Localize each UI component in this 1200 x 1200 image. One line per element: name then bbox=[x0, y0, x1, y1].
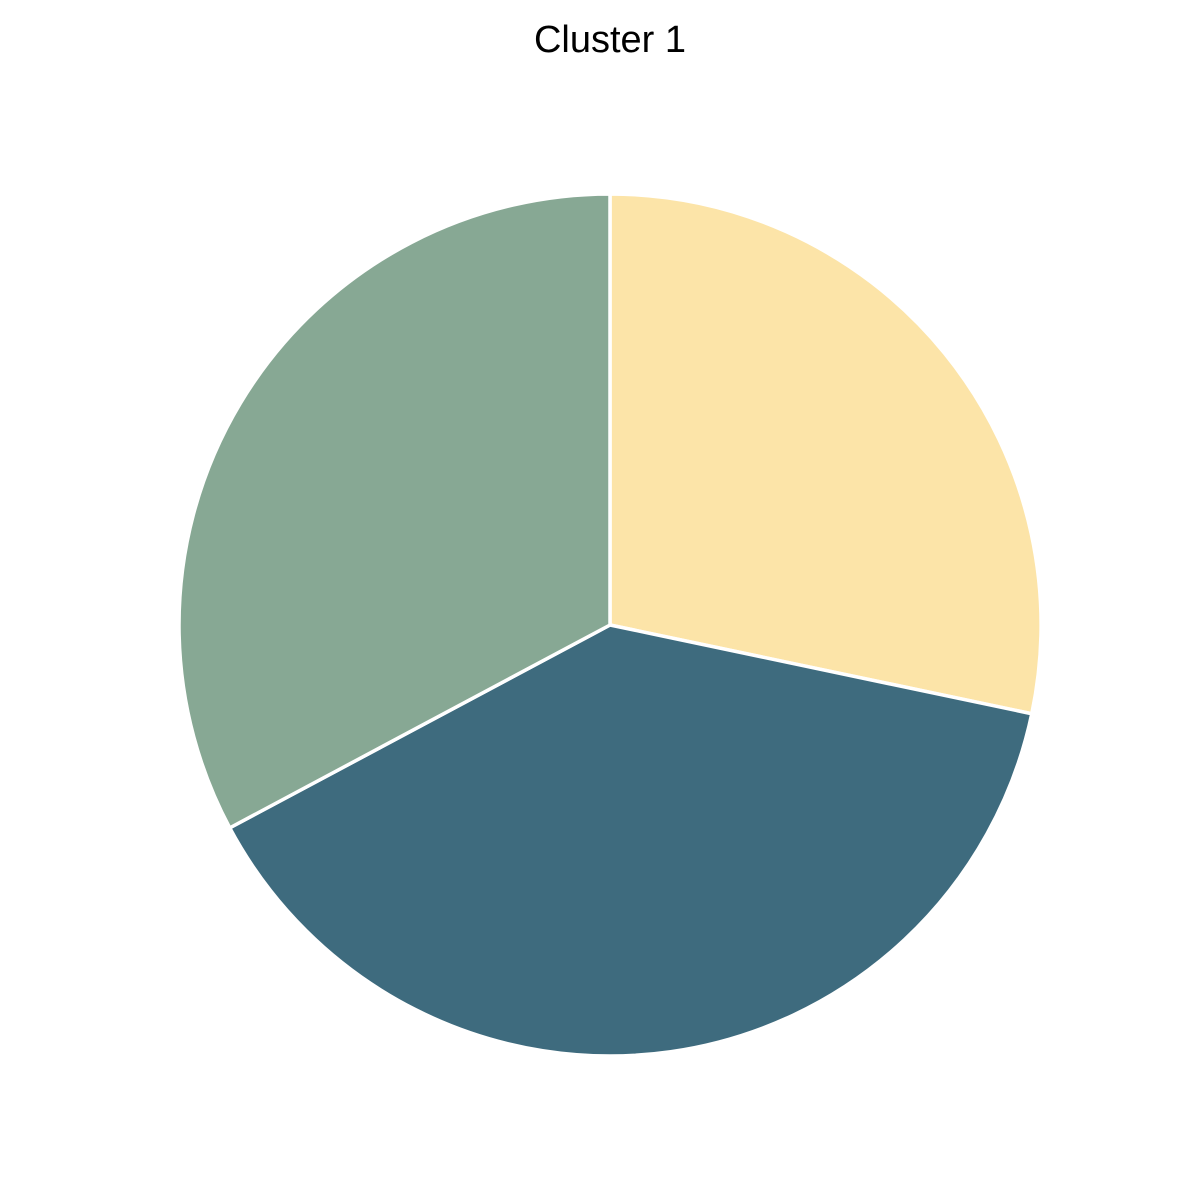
pie-slice-1 bbox=[608, 192, 1043, 716]
chart-title: Cluster 1 bbox=[534, 19, 686, 61]
pie-slice-3 bbox=[177, 192, 612, 831]
pie-slice-2 bbox=[227, 623, 1034, 1058]
pie-slices bbox=[177, 192, 1043, 1058]
